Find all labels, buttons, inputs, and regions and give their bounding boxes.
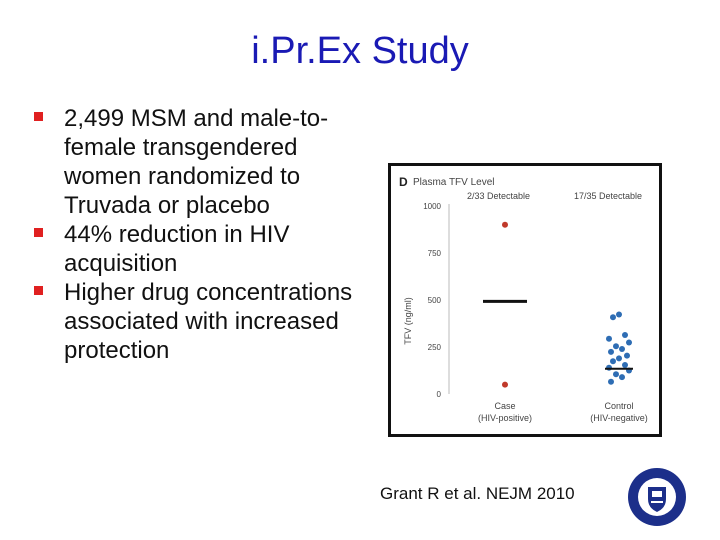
- control-group-sublabel: (HIV-negative): [590, 413, 648, 423]
- data-point: [622, 332, 628, 339]
- data-point: [610, 314, 616, 321]
- tfv-figure: D Plasma TFV Level 2/33 Detectable 17/35…: [388, 163, 662, 437]
- data-point: [608, 348, 614, 355]
- bullet-item: 44% reduction in HIV acquisition: [28, 220, 363, 278]
- y-axis-label: TFV (ng/ml): [403, 297, 413, 345]
- bullet-marker-icon: [34, 112, 43, 121]
- data-point: [613, 343, 619, 350]
- bullet-item: Higher drug concentrations associated wi…: [28, 278, 363, 365]
- data-point: [606, 335, 612, 342]
- panel-title: Plasma TFV Level: [413, 177, 495, 188]
- y-tick-label: 1000: [423, 202, 441, 211]
- data-point: [619, 346, 625, 353]
- data-point: [608, 378, 614, 385]
- panel-letter: D: [399, 175, 408, 189]
- data-point: [622, 361, 628, 368]
- citation: Grant R et al. NEJM 2010: [380, 484, 575, 503]
- bullet-text: Higher drug concentrations associated wi…: [64, 279, 353, 364]
- y-tick-label: 250: [428, 343, 442, 352]
- data-point: [616, 311, 622, 318]
- y-tick-label: 500: [428, 296, 442, 305]
- control-group-label: Control: [604, 401, 633, 411]
- slide-title: i.Pr.Ex Study: [251, 30, 469, 72]
- data-point: [502, 221, 508, 228]
- data-point: [613, 371, 619, 378]
- control-detectable-label: 17/35 Detectable: [574, 191, 642, 201]
- data-point: [610, 358, 616, 365]
- case-group-label: Case: [494, 401, 515, 411]
- bullet-marker-icon: [34, 228, 43, 237]
- y-tick-label: 0: [437, 390, 442, 399]
- case-group-sublabel: (HIV-positive): [478, 413, 532, 423]
- data-point: [502, 381, 508, 388]
- university-seal-icon: [628, 468, 686, 526]
- data-marks: [483, 221, 633, 388]
- bullet-marker-icon: [34, 286, 43, 295]
- data-point: [616, 355, 622, 362]
- data-point: [626, 339, 632, 346]
- data-point: [624, 352, 630, 359]
- data-point: [619, 374, 625, 381]
- case-detectable-label: 2/33 Detectable: [467, 191, 530, 201]
- bullet-list: 2,499 MSM and male-to-female transgender…: [28, 104, 363, 365]
- bullet-text: 44% reduction in HIV acquisition: [64, 221, 290, 277]
- bullet-text: 2,499 MSM and male-to-female transgender…: [64, 105, 329, 219]
- y-tick-label: 750: [428, 249, 442, 258]
- tfv-scatter-chart: D Plasma TFV Level 2/33 Detectable 17/35…: [399, 175, 648, 423]
- bullet-item: 2,499 MSM and male-to-female transgender…: [28, 104, 363, 220]
